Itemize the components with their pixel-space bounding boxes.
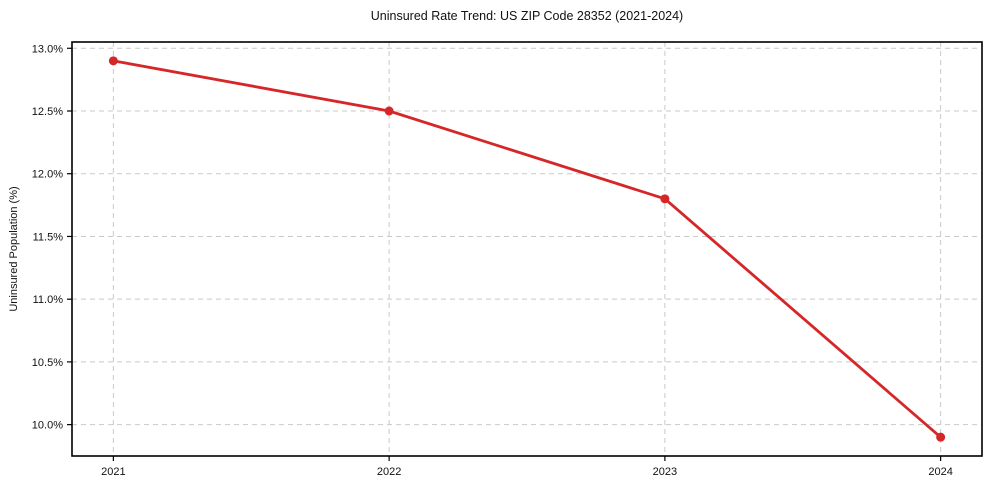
chart-title: Uninsured Rate Trend: US ZIP Code 28352 … (370, 9, 684, 23)
trend-line (111, 59, 943, 439)
y-tick-label: 10.0% (32, 420, 63, 432)
x-tick-label: 2024 (928, 466, 952, 478)
x-tick-label: 2021 (101, 466, 125, 478)
y-tick-label: 13.0% (32, 43, 63, 55)
x-tick-label: 2023 (653, 466, 677, 478)
y-tick-label: 12.0% (32, 169, 63, 181)
y-tick-label: 10.5% (32, 357, 63, 369)
data-point (108, 56, 118, 66)
y-tick-label: 12.5% (32, 106, 63, 118)
data-point (384, 106, 394, 116)
data-point (936, 432, 946, 442)
data-point (660, 194, 670, 204)
x-tick-label: 2022 (377, 466, 401, 478)
y-tick-label: 11.0% (33, 294, 64, 306)
plot-border (71, 41, 983, 457)
y-tick-label: 11.5% (33, 231, 64, 243)
